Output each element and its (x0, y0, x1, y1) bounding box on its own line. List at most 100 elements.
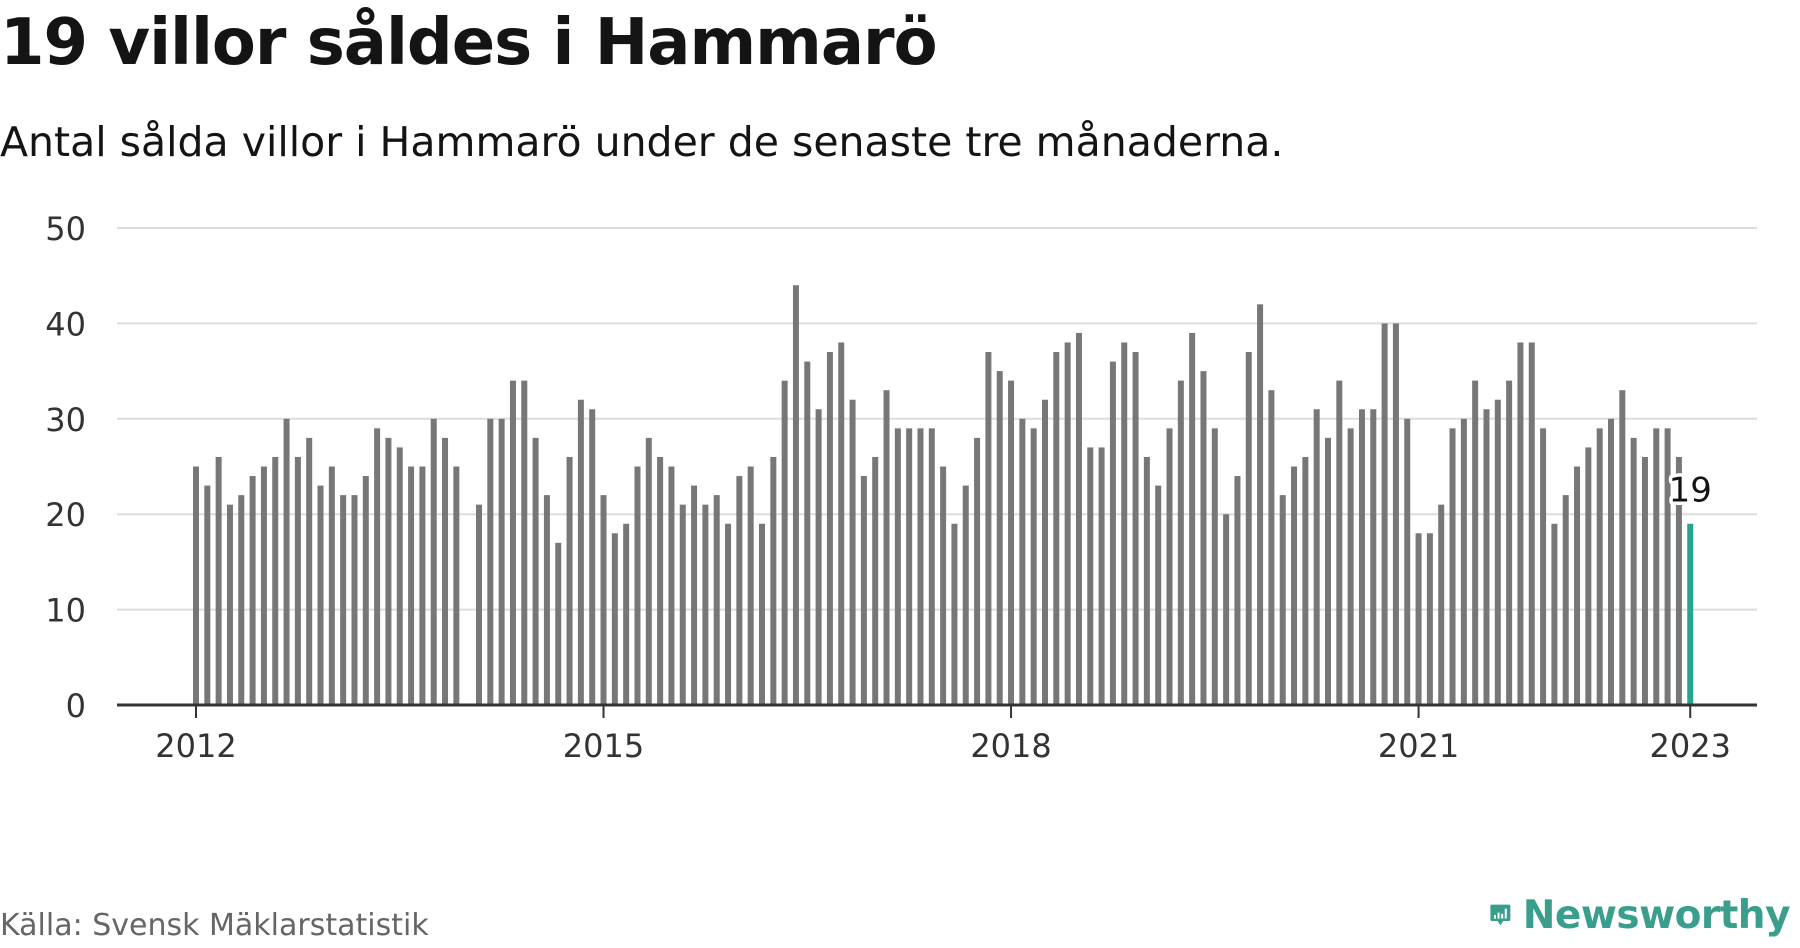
bar (1630, 437, 1637, 705)
bar (498, 418, 505, 705)
bar (1302, 456, 1309, 705)
bar (453, 466, 460, 705)
bar (917, 428, 924, 705)
bar (249, 476, 256, 705)
bar (962, 485, 969, 705)
bar (1257, 304, 1264, 705)
annotations: 19 (1665, 467, 1715, 514)
bar (1313, 409, 1320, 705)
bar (736, 476, 743, 705)
y-tick-label: 40 (45, 305, 86, 343)
bar (623, 523, 630, 705)
bar (645, 437, 652, 705)
bar (193, 466, 199, 705)
bar (1517, 342, 1524, 705)
brand-logo: Newsworthy (1490, 885, 1791, 945)
bar (1019, 418, 1026, 705)
chart-title: 19 villor såldes i Hammarö (0, 6, 938, 80)
bar (974, 437, 981, 705)
source-note: Källa: Svensk Mäklarstatistik (0, 908, 429, 943)
bar (589, 409, 596, 705)
y-tick-label: 10 (45, 592, 86, 630)
x-tick-label: 2021 (1378, 727, 1459, 765)
bar (1358, 409, 1365, 705)
x-axis-ticks: 2012 2015 2018 2021 2023 (155, 705, 1731, 765)
bar (1200, 371, 1207, 705)
y-tick-label: 0 (66, 687, 86, 725)
bar (1438, 504, 1445, 705)
bar (283, 418, 290, 705)
bar (1279, 495, 1286, 705)
bar (1030, 428, 1037, 705)
bar (1121, 342, 1128, 705)
bar (668, 466, 675, 705)
bar (872, 456, 879, 705)
bar (1189, 332, 1196, 705)
bar (1155, 485, 1162, 705)
bar (849, 399, 856, 705)
y-tick-label: 50 (45, 210, 86, 248)
bar (317, 485, 324, 705)
bar (204, 485, 211, 705)
bar (215, 456, 222, 705)
bar (1528, 342, 1535, 705)
bar (260, 466, 267, 705)
bar (1675, 456, 1682, 705)
bar (1551, 523, 1558, 705)
bar (679, 504, 686, 705)
bar (340, 495, 347, 705)
bar (781, 380, 788, 705)
bar (476, 504, 482, 705)
bar (747, 466, 754, 705)
bar (702, 504, 709, 705)
y-tick-label: 20 (45, 496, 86, 534)
bar (1347, 428, 1354, 705)
bar (1562, 495, 1569, 705)
bar (770, 456, 777, 705)
bar (1381, 323, 1388, 705)
bar (1415, 533, 1422, 705)
bar (374, 428, 381, 705)
bar (1653, 428, 1660, 705)
bar (1291, 466, 1298, 705)
bar (804, 361, 811, 705)
bar (1109, 361, 1116, 705)
bar (1268, 390, 1275, 705)
bar (1664, 428, 1671, 705)
bar (555, 542, 562, 705)
bar (1042, 399, 1048, 705)
bar (1619, 390, 1626, 705)
bar (1234, 476, 1241, 705)
bar (306, 437, 313, 705)
bar (294, 456, 301, 705)
bar (1336, 380, 1343, 705)
bar (1641, 456, 1648, 705)
bar (1087, 447, 1094, 705)
bar (860, 476, 867, 705)
bars (193, 285, 1694, 705)
bar (351, 495, 358, 705)
brand-name: Newsworthy (1522, 892, 1791, 938)
bar (430, 418, 437, 705)
bar-highlight (1687, 523, 1694, 705)
bar (1370, 409, 1377, 705)
bar (1472, 380, 1479, 705)
bar (657, 456, 664, 705)
bar (1494, 399, 1501, 705)
bar (611, 533, 618, 705)
bar (634, 466, 641, 705)
bar (1404, 418, 1411, 705)
bar (815, 409, 822, 705)
bar (509, 380, 516, 705)
bar (238, 495, 245, 705)
bar (1064, 342, 1071, 705)
bar (759, 523, 765, 705)
bar (1177, 380, 1184, 705)
bar (1132, 352, 1139, 705)
x-tick-label: 2015 (563, 727, 644, 765)
bar (1211, 428, 1218, 705)
bar (1223, 514, 1230, 705)
bar (1596, 428, 1603, 705)
bar (1540, 428, 1547, 705)
bar (408, 466, 415, 705)
